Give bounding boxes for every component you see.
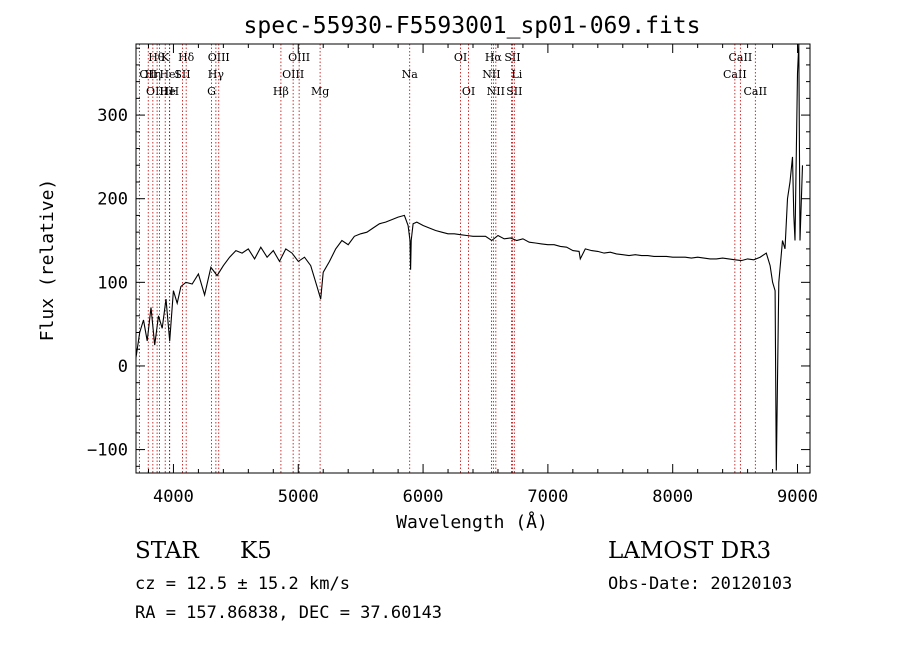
line-label-15: OIII <box>282 68 304 81</box>
line-label-24: Li <box>511 68 522 81</box>
spectrum-chart: spec-55930-F5593001_sp01-069.fits Hθ OII O… <box>37 13 818 533</box>
line-label-17: Na <box>402 68 419 81</box>
line-label-0: Hθ <box>148 51 165 64</box>
observation-date: Obs-Date: 20120103 <box>608 574 793 594</box>
line-label-6: HeI <box>159 68 179 81</box>
object-class: STAR <box>135 538 199 564</box>
redshift-cz: cz = 12.5 ± 15.2 km/s <box>135 574 350 594</box>
line-label-27: CaII <box>723 68 747 81</box>
survey-name: LAMOST DR3 <box>608 538 772 564</box>
line-label-16: Mg <box>311 85 329 98</box>
y-tick-label-200: 200 <box>97 190 128 210</box>
line-label-22: NII <box>487 85 505 98</box>
line-label-4: Hη <box>145 68 161 81</box>
x-tick-label-5000: 5000 <box>278 487 319 507</box>
line-label-26: CaII <box>729 51 753 64</box>
line-label-7: H <box>169 85 179 98</box>
line-label-12: G <box>207 85 216 98</box>
flux-series-line <box>135 43 804 471</box>
line-label-11: Hγ <box>208 68 225 81</box>
y-tick-label-100: 100 <box>97 273 128 293</box>
chart-title: spec-55930-F5593001_sp01-069.fits <box>244 13 701 39</box>
line-label-13: Hβ <box>273 85 289 98</box>
y-tick-label-300: 300 <box>97 106 128 126</box>
line-label-5: K <box>161 51 170 64</box>
x-tick-label-6000: 6000 <box>403 487 444 507</box>
line-label-9: Hδ <box>178 51 195 64</box>
line-label-19: OI <box>462 85 475 98</box>
line-label-1: OII <box>139 68 157 81</box>
line-label-8: SII <box>174 68 190 81</box>
y-tick-label-0: 0 <box>118 357 128 377</box>
line-label-2: OIII <box>146 85 168 98</box>
y-axis-label: Flux (relative) <box>37 179 58 342</box>
x-axis: 4000 5000 6000 7000 8000 9000 <box>147 44 818 507</box>
line-label-25: SII <box>506 85 522 98</box>
x-tick-label-7000: 7000 <box>527 487 568 507</box>
line-label-3: He <box>160 85 176 98</box>
line-label-28: CaII <box>743 85 767 98</box>
line-label-18: OI <box>454 51 467 64</box>
coordinates: RA = 157.86838, DEC = 37.60143 <box>135 603 443 623</box>
x-tick-label-9000: 9000 <box>777 487 818 507</box>
line-label-21: NII <box>482 68 500 81</box>
line-label-10: OIII <box>208 51 230 64</box>
line-label-20: Hα <box>485 51 503 64</box>
x-tick-label-8000: 8000 <box>652 487 693 507</box>
object-subclass: K5 <box>240 538 272 564</box>
line-label-14: OIII <box>288 51 310 64</box>
line-markers <box>138 44 756 473</box>
y-tick-label--100: −100 <box>87 441 128 461</box>
x-tick-label-4000: 4000 <box>153 487 194 507</box>
x-axis-label: Wavelength (Å) <box>396 511 548 533</box>
line-label-23: SII <box>504 51 520 64</box>
y-axis: −100 0 100 200 300 <box>87 47 810 467</box>
